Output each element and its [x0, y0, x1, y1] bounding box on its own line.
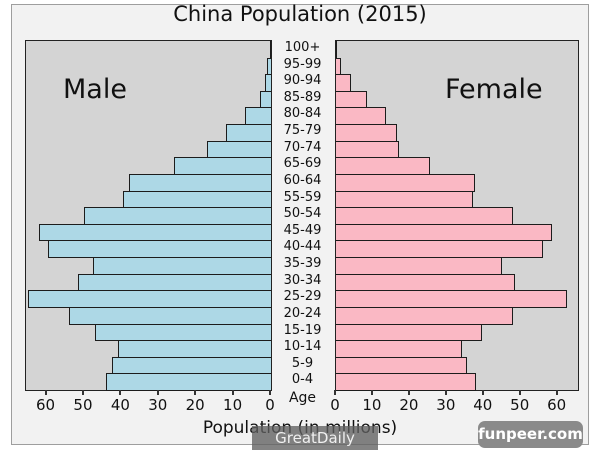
- age-label-40-44: 40-44: [283, 239, 322, 255]
- tick-mark-female-40: [481, 390, 484, 395]
- male-series-label: Male: [63, 74, 127, 105]
- tick-label-female-40: 40: [473, 396, 493, 414]
- tick-label-female-60: 60: [547, 396, 567, 414]
- bar-male-50-54: [83, 207, 271, 225]
- tick-mark-female-30: [444, 390, 447, 395]
- age-label-50-54: 50-54: [283, 206, 322, 222]
- bar-female-65-69: [336, 157, 431, 175]
- bar-male-20-24: [69, 306, 271, 325]
- bar-male-5-9: [112, 356, 271, 375]
- age-label-100+: 100+: [284, 40, 321, 55]
- male-panel: [25, 40, 272, 391]
- tick-mark-female-0: [334, 390, 336, 395]
- bar-female-25-29: [336, 290, 567, 308]
- chart-title: China Population (2015): [173, 2, 427, 26]
- tick-label-female-0: 0: [330, 396, 340, 414]
- tick-mark-female-20: [407, 390, 410, 395]
- bar-male-60-64: [128, 173, 271, 192]
- tick-label-female-20: 20: [399, 396, 419, 414]
- age-label-65-69: 65-69: [283, 156, 322, 172]
- bar-female-75-79: [336, 124, 397, 142]
- age-label-75-79: 75-79: [283, 123, 322, 139]
- bar-male-55-59: [123, 190, 271, 209]
- bar-female-40-44: [336, 240, 543, 259]
- tick-label-male-60: 60: [36, 396, 56, 414]
- bar-female-55-59: [336, 190, 473, 209]
- watermark-greatdaily: GreatDaily: [252, 426, 378, 450]
- tick-label-male-30: 30: [148, 396, 168, 414]
- age-label-70-74: 70-74: [283, 139, 322, 155]
- tick-label-male-0: 0: [265, 396, 275, 414]
- tick-label-female-50: 50: [510, 396, 530, 414]
- bar-female-10-14: [336, 340, 462, 358]
- bar-female-70-74: [336, 140, 399, 159]
- bar-female-15-19: [336, 323, 482, 342]
- bar-female-90-94: [336, 74, 351, 92]
- bar-male-10-14: [117, 340, 271, 358]
- bar-male-45-49: [39, 223, 271, 242]
- tick-label-female-10: 10: [362, 396, 382, 414]
- tick-label-female-30: 30: [436, 396, 456, 414]
- age-label-0-4: 0-4: [291, 372, 314, 388]
- bar-female-0-4: [336, 373, 477, 391]
- bar-male-25-29: [27, 290, 271, 308]
- age-label-95-99: 95-99: [283, 56, 322, 72]
- bar-female-20-24: [336, 306, 514, 325]
- tick-label-male-10: 10: [223, 396, 243, 414]
- tick-mark-female-60: [555, 390, 558, 395]
- age-label-5-9: 5-9: [291, 355, 314, 371]
- tick-mark-male-60: [44, 390, 47, 395]
- age-label-55-59: 55-59: [283, 189, 322, 205]
- bar-male-40-44: [48, 240, 271, 259]
- tick-mark-female-10: [370, 390, 373, 395]
- age-axis-title: Age: [288, 390, 317, 406]
- tick-mark-male-50: [81, 390, 84, 395]
- bar-female-80-84: [336, 107, 386, 126]
- bar-male-70-74: [207, 140, 271, 159]
- bar-female-5-9: [336, 356, 468, 375]
- age-label-60-64: 60-64: [283, 172, 322, 188]
- bar-female-60-64: [336, 173, 475, 192]
- age-label-85-89: 85-89: [283, 89, 322, 105]
- tick-label-male-40: 40: [110, 396, 130, 414]
- bar-male-15-19: [95, 323, 271, 342]
- age-label-10-14: 10-14: [283, 339, 322, 355]
- tick-mark-female-50: [518, 390, 521, 395]
- female-series-label: Female: [445, 74, 543, 105]
- tick-label-male-50: 50: [73, 396, 93, 414]
- bar-male-0-4: [106, 373, 271, 391]
- age-label-45-49: 45-49: [283, 222, 322, 238]
- age-label-30-34: 30-34: [283, 272, 322, 288]
- tick-mark-male-40: [119, 390, 122, 395]
- age-label-90-94: 90-94: [283, 73, 322, 89]
- tick-mark-male-10: [231, 390, 234, 395]
- age-label-15-19: 15-19: [283, 322, 322, 338]
- age-label-80-84: 80-84: [283, 106, 322, 122]
- tick-mark-male-30: [156, 390, 159, 395]
- bar-male-30-34: [78, 273, 271, 292]
- age-label-20-24: 20-24: [283, 305, 322, 321]
- tick-label-male-20: 20: [185, 396, 205, 414]
- bar-female-50-54: [336, 207, 514, 225]
- age-label-25-29: 25-29: [283, 289, 322, 305]
- tick-mark-male-0: [269, 390, 271, 395]
- bar-female-85-89: [336, 90, 368, 109]
- bar-male-75-79: [226, 124, 271, 142]
- bar-female-45-49: [336, 223, 553, 242]
- female-panel: [335, 40, 579, 391]
- bar-female-30-34: [336, 273, 516, 292]
- bar-male-35-39: [93, 257, 271, 275]
- bar-female-35-39: [336, 257, 503, 275]
- tick-mark-male-20: [194, 390, 197, 395]
- watermark-funpeer: funpeer.com: [478, 421, 583, 448]
- age-label-35-39: 35-39: [283, 256, 322, 272]
- bar-male-65-69: [173, 157, 271, 175]
